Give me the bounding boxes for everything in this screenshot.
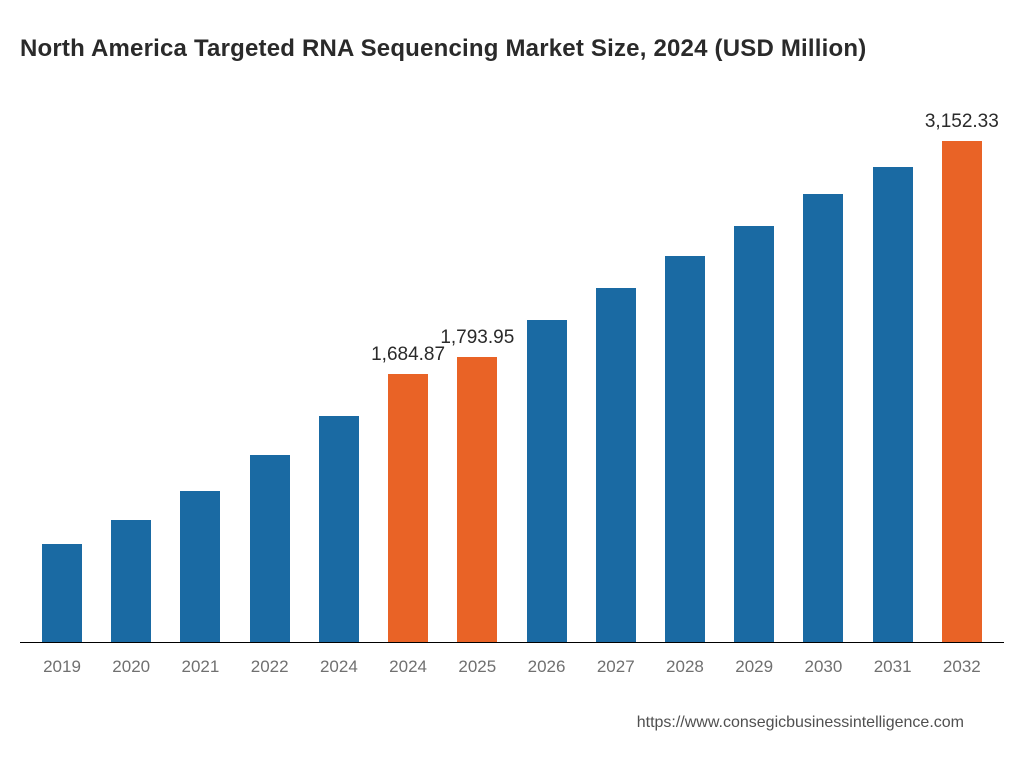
x-axis: 2019202020212022202420242025202620272028… bbox=[20, 643, 1004, 677]
bar bbox=[665, 256, 705, 642]
bar-slot bbox=[515, 103, 579, 642]
x-axis-tick: 2020 bbox=[99, 657, 163, 677]
bar-slot: 1,684.87 bbox=[376, 103, 440, 642]
bar bbox=[803, 194, 843, 642]
bar-slot: 1,793.95 bbox=[445, 103, 509, 642]
bar-value-label: 3,152.33 bbox=[925, 111, 999, 133]
bar-slot bbox=[861, 103, 925, 642]
x-axis-tick: 2024 bbox=[376, 657, 440, 677]
bar-slot bbox=[584, 103, 648, 642]
bar-value-label: 1,793.95 bbox=[440, 327, 514, 349]
bar-slot bbox=[791, 103, 855, 642]
x-axis-tick: 2031 bbox=[861, 657, 925, 677]
x-axis-tick: 2025 bbox=[445, 657, 509, 677]
bar-slot bbox=[168, 103, 232, 642]
chart-container: North America Targeted RNA Sequencing Ma… bbox=[20, 35, 1004, 677]
bar bbox=[942, 141, 982, 642]
bar bbox=[388, 374, 428, 642]
x-axis-tick: 2021 bbox=[168, 657, 232, 677]
bar-slot bbox=[30, 103, 94, 642]
x-axis-tick: 2029 bbox=[722, 657, 786, 677]
bar bbox=[457, 357, 497, 642]
source-url: https://www.consegicbusinessintelligence… bbox=[637, 714, 964, 732]
bar-slot bbox=[722, 103, 786, 642]
bar bbox=[180, 491, 220, 642]
bars-row: 1,684.871,793.95 3,152.33 bbox=[20, 103, 1004, 642]
x-axis-tick: 2022 bbox=[238, 657, 302, 677]
x-axis-tick: 2032 bbox=[930, 657, 994, 677]
x-axis-tick: 2028 bbox=[653, 657, 717, 677]
bar bbox=[734, 226, 774, 642]
bar-slot bbox=[238, 103, 302, 642]
bar-slot bbox=[307, 103, 371, 642]
plot-area: 1,684.871,793.95 3,152.33 bbox=[20, 103, 1004, 643]
bar bbox=[873, 167, 913, 642]
bar bbox=[319, 416, 359, 642]
bar-slot bbox=[99, 103, 163, 642]
bar-value-label: 1,684.87 bbox=[371, 344, 445, 366]
x-axis-tick: 2026 bbox=[515, 657, 579, 677]
x-axis-tick: 2019 bbox=[30, 657, 94, 677]
bar bbox=[111, 520, 151, 642]
bar bbox=[250, 455, 290, 642]
bar-slot bbox=[653, 103, 717, 642]
bar bbox=[527, 320, 567, 642]
chart-title: North America Targeted RNA Sequencing Ma… bbox=[20, 35, 1004, 63]
x-axis-tick: 2027 bbox=[584, 657, 648, 677]
x-axis-tick: 2030 bbox=[791, 657, 855, 677]
bar bbox=[596, 288, 636, 642]
x-axis-tick: 2024 bbox=[307, 657, 371, 677]
bar bbox=[42, 544, 82, 642]
bar-slot: 3,152.33 bbox=[930, 103, 994, 642]
